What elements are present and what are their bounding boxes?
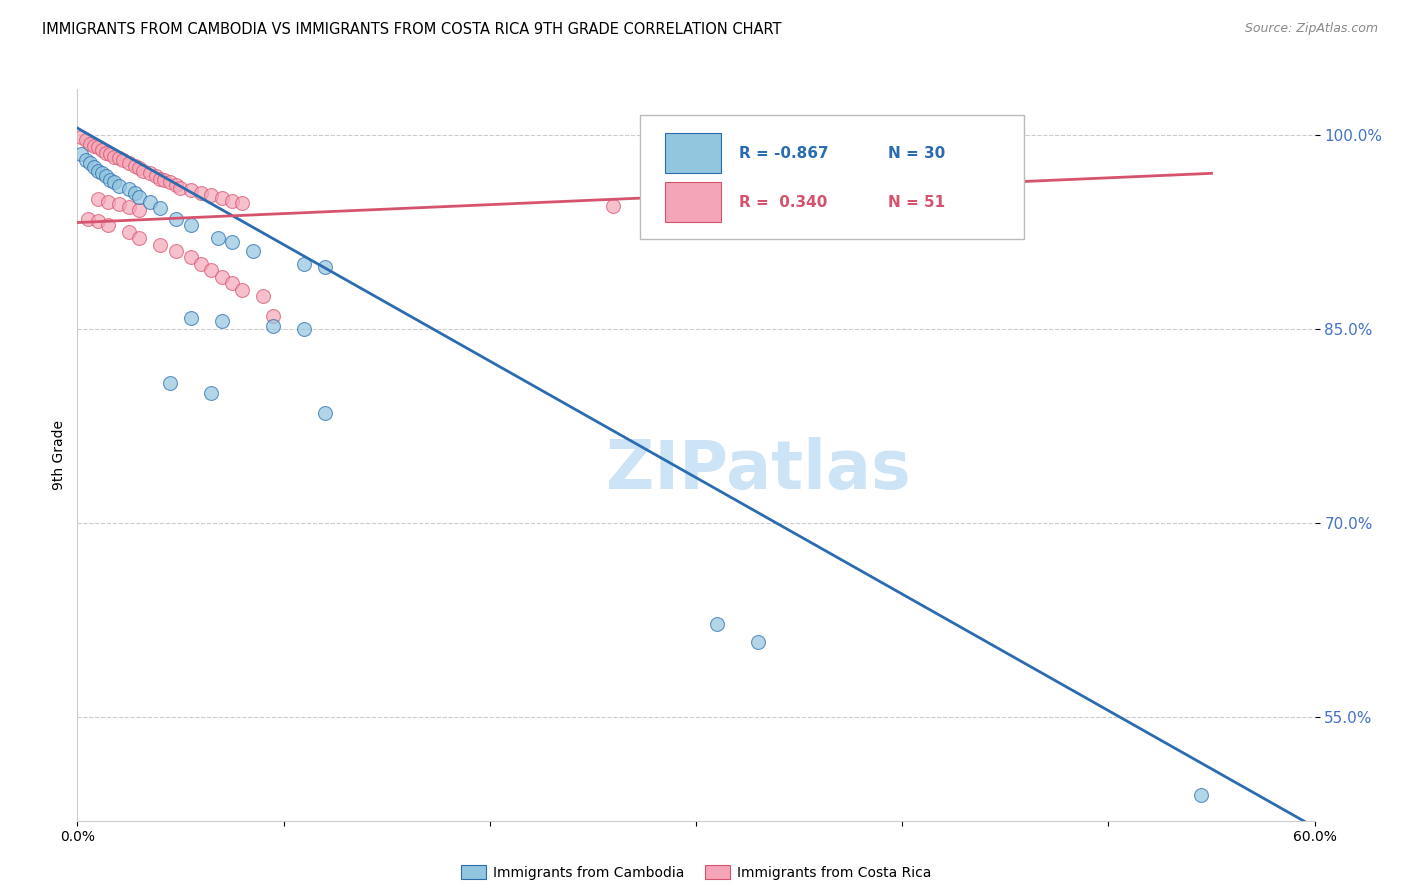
- Y-axis label: 9th Grade: 9th Grade: [52, 420, 66, 490]
- Point: [221, 235, 243, 249]
- Point: [169, 180, 191, 194]
- Legend: Immigrants from Cambodia, Immigrants from Costa Rica: Immigrants from Cambodia, Immigrants fro…: [461, 864, 931, 880]
- Point: [159, 175, 181, 189]
- Point: [98, 173, 121, 187]
- Point: [107, 151, 129, 165]
- Point: [96, 169, 118, 183]
- Point: [87, 192, 110, 206]
- Point: [165, 244, 187, 258]
- FancyBboxPatch shape: [640, 115, 1024, 239]
- Point: [132, 163, 155, 178]
- Point: [252, 289, 274, 303]
- Point: [180, 218, 202, 232]
- Point: [118, 200, 141, 214]
- Point: [87, 140, 110, 154]
- Point: [70, 130, 93, 145]
- Point: [83, 160, 105, 174]
- Point: [200, 263, 222, 277]
- Point: [200, 188, 222, 202]
- Point: [138, 166, 160, 180]
- Point: [103, 149, 125, 163]
- Point: [159, 376, 181, 390]
- Point: [79, 156, 101, 170]
- Point: [1189, 788, 1212, 802]
- Point: [292, 257, 315, 271]
- Point: [602, 199, 624, 213]
- Point: [107, 197, 129, 211]
- Text: N = 51: N = 51: [887, 195, 945, 211]
- Text: N = 30: N = 30: [887, 146, 945, 161]
- Point: [96, 145, 118, 160]
- Point: [190, 186, 212, 200]
- Point: [79, 136, 101, 151]
- Point: [124, 159, 146, 173]
- Point: [165, 178, 187, 192]
- Point: [747, 635, 769, 649]
- Point: [211, 191, 233, 205]
- Point: [138, 194, 160, 209]
- Point: [118, 156, 141, 170]
- Text: R =  0.340: R = 0.340: [740, 195, 828, 211]
- Point: [231, 196, 253, 211]
- Point: [87, 214, 110, 228]
- FancyBboxPatch shape: [665, 133, 721, 173]
- Point: [221, 277, 243, 291]
- Point: [706, 616, 728, 631]
- Point: [98, 147, 121, 161]
- Point: [153, 173, 176, 187]
- Point: [207, 231, 229, 245]
- Text: ZIPatlas: ZIPatlas: [606, 436, 910, 502]
- Point: [91, 166, 114, 180]
- Point: [70, 147, 93, 161]
- Point: [97, 218, 120, 232]
- Point: [111, 153, 134, 168]
- Point: [83, 139, 105, 153]
- Point: [128, 189, 150, 203]
- Point: [97, 194, 120, 209]
- Point: [76, 211, 98, 226]
- Point: [200, 386, 222, 401]
- FancyBboxPatch shape: [665, 182, 721, 222]
- Point: [145, 169, 167, 183]
- Point: [91, 143, 114, 157]
- Point: [118, 225, 141, 239]
- Point: [149, 171, 172, 186]
- Point: [292, 321, 315, 335]
- Point: [180, 311, 202, 326]
- Point: [118, 182, 141, 196]
- Point: [75, 133, 97, 147]
- Point: [314, 406, 336, 420]
- Point: [262, 309, 284, 323]
- Point: [180, 183, 202, 197]
- Text: Source: ZipAtlas.com: Source: ZipAtlas.com: [1244, 22, 1378, 36]
- Text: IMMIGRANTS FROM CAMBODIA VS IMMIGRANTS FROM COSTA RICA 9TH GRADE CORRELATION CHA: IMMIGRANTS FROM CAMBODIA VS IMMIGRANTS F…: [42, 22, 782, 37]
- Point: [107, 179, 129, 194]
- Point: [128, 231, 150, 245]
- Point: [231, 283, 253, 297]
- Point: [149, 237, 172, 252]
- Point: [180, 251, 202, 265]
- Point: [262, 319, 284, 334]
- Point: [103, 175, 125, 189]
- Text: R = -0.867: R = -0.867: [740, 146, 830, 161]
- Point: [211, 314, 233, 328]
- Point: [75, 153, 97, 168]
- Point: [190, 257, 212, 271]
- Point: [211, 269, 233, 284]
- Point: [149, 202, 172, 216]
- Point: [128, 161, 150, 176]
- Point: [165, 211, 187, 226]
- Point: [124, 186, 146, 200]
- Point: [128, 202, 150, 217]
- Point: [314, 260, 336, 274]
- Point: [242, 244, 264, 258]
- Point: [221, 194, 243, 208]
- Point: [87, 163, 110, 178]
